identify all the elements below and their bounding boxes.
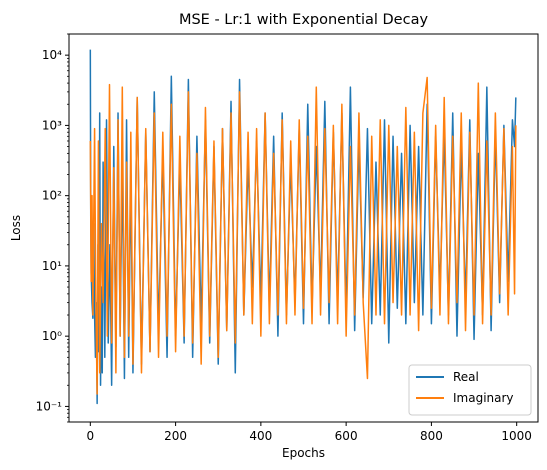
y-tick-label: 10⁰ [42,329,62,343]
y-tick-label: 10² [42,189,62,203]
x-tick-label: 0 [86,429,94,443]
legend-label-real: Real [453,370,479,384]
x-tick-label: 400 [249,429,272,443]
y-tick-label: 10¹ [42,259,62,273]
x-tick-label: 800 [420,429,443,443]
y-tick-label: 10³ [42,118,62,132]
series-line-imaginary [89,76,517,395]
x-axis: 0 200 400 600 800 1000 [86,422,532,443]
legend-label-imaginary: Imaginary [453,391,514,405]
x-axis-label: Epochs [282,446,325,460]
series-layer [89,49,517,405]
y-axis: 10⁻¹ 10⁰ 10¹ 10² 10³ 10⁴ [36,33,69,423]
legend: Real Imaginary [408,364,532,416]
y-tick-label: 10⁻¹ [36,399,63,413]
chart-title: MSE - Lr:1 with Exponential Decay [179,12,429,28]
y-axis-label: Loss [9,215,23,241]
x-tick-label: 200 [164,429,187,443]
y-tick-label: 10⁴ [42,48,62,62]
plot-frame [68,33,539,423]
x-tick-label: 600 [335,429,358,443]
x-tick-label: 1000 [501,429,532,443]
